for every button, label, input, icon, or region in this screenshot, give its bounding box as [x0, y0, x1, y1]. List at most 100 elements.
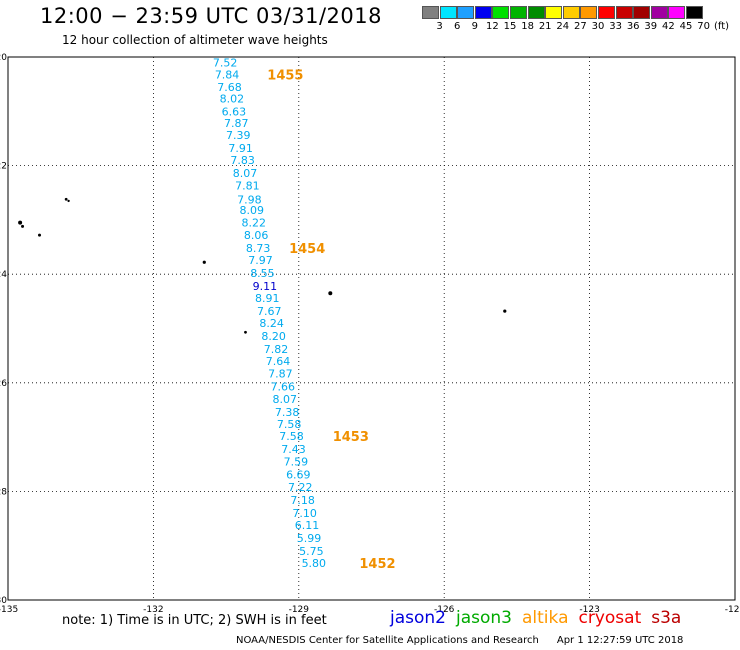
wave-height-label: 8.07	[233, 167, 258, 180]
island-marker	[202, 260, 206, 264]
island-marker	[503, 309, 507, 313]
wave-height-label: 5.99	[297, 532, 322, 545]
satellite-altika: altika	[522, 608, 569, 628]
scale-tick-label: 21	[538, 21, 552, 32]
scale-swatch-24	[545, 6, 563, 19]
lon-tick-label: -135	[0, 605, 18, 615]
lon-tick-label: -126	[434, 605, 455, 615]
scale-tick-label: 30	[591, 21, 605, 32]
lat-tick-label: -20	[0, 53, 7, 63]
scale-swatch-45	[668, 6, 686, 19]
time-label: 1455	[267, 68, 303, 83]
scale-swatch-12	[474, 6, 492, 19]
wave-height-label: 7.58	[279, 430, 304, 443]
wave-height-label: 9.11	[253, 280, 278, 293]
scale-tick-label: 36	[626, 21, 640, 32]
scale-tick-label: 27	[574, 21, 587, 32]
footer: NOAA/NESDIS Center for Satellite Applica…	[236, 635, 683, 646]
scale-tick-label: 45	[679, 21, 693, 32]
wave-height-label: 8.02	[220, 92, 245, 105]
satellite-cryosat: cryosat	[578, 608, 642, 628]
footer-timestamp: Apr 1 12:27:59 UTC 2018	[556, 635, 684, 646]
wave-height-label: 7.64	[266, 355, 291, 368]
wave-height-label: 7.59	[284, 456, 309, 469]
wave-height-label: 7.22	[288, 481, 313, 494]
scale-swatch-30	[580, 6, 598, 19]
wave-height-label: 7.83	[230, 154, 255, 167]
time-label: 1454	[289, 242, 325, 257]
scale-swatch-3	[422, 6, 439, 19]
wave-height-label: 7.68	[217, 81, 242, 94]
wave-height-label: 7.58	[277, 418, 302, 431]
scale-swatch-18	[510, 6, 527, 19]
wave-height-label: 8.24	[259, 317, 284, 330]
wave-height-label: 8.55	[250, 267, 275, 280]
wave-height-label: 7.87	[224, 117, 249, 130]
scale-swatch-39	[633, 6, 651, 19]
wave-height-label: 7.87	[268, 368, 293, 381]
lon-tick-label: -129	[289, 605, 310, 615]
satellite-jason3: jason3	[456, 608, 512, 628]
map-frame	[7, 56, 736, 601]
map-title: 12:00 − 23:59 UTC 03/31/2018	[40, 4, 383, 28]
wave-height-label: 5.80	[302, 557, 327, 570]
wave-height-label: 7.52	[213, 56, 238, 69]
wave-height-label: 7.98	[237, 193, 262, 206]
wave-height-label: 8.07	[272, 393, 297, 406]
wave-height-label: 7.81	[235, 180, 260, 193]
wave-height-label: 7.18	[290, 494, 315, 507]
scale-tick-label: 70	[697, 21, 710, 32]
wave-height-label: 8.73	[246, 242, 271, 255]
scale-swatch-15	[492, 6, 510, 19]
island-marker	[21, 224, 25, 228]
wave-height-label: 7.91	[228, 142, 253, 155]
lon-tick-label: -132	[143, 605, 163, 615]
scale-swatch-42	[650, 6, 668, 19]
wave-height-label: 7.38	[275, 406, 300, 419]
wave-height-label: 7.10	[292, 507, 317, 520]
scale-tick-label: 3	[436, 21, 443, 32]
footer-credit: NOAA/NESDIS Center for Satellite Applica…	[236, 635, 539, 646]
lon-tick-label: -120	[725, 605, 740, 615]
satellite-legend: jason2 jason3 altika cryosat s3a	[390, 608, 691, 628]
lat-tick-label: -24	[0, 270, 7, 280]
island-marker	[328, 291, 333, 296]
scale-swatch-9	[457, 6, 475, 19]
satellite-s3a: s3a	[651, 608, 682, 628]
wave-height-label: 8.20	[261, 330, 286, 343]
wave-height-label: 7.67	[257, 305, 282, 318]
scale-tick-label: 33	[609, 21, 622, 32]
lat-tick-label: -30	[0, 596, 7, 606]
scale-unit: (ft)	[714, 21, 730, 32]
lon-tick-label: -123	[579, 605, 599, 615]
scale-tick-label: 42	[662, 21, 675, 32]
island-marker	[244, 330, 247, 334]
note-text: note: 1) Time is in UTC; 2) SWH is in fe…	[62, 613, 327, 628]
wave-height-label: 7.82	[264, 343, 289, 356]
scale-swatch-70	[686, 6, 703, 19]
island-marker	[67, 199, 70, 203]
island-marker	[38, 233, 42, 237]
time-label: 1453	[333, 430, 369, 445]
wave-height-label: 5.75	[299, 545, 324, 558]
scale-tick-label: 24	[556, 21, 570, 32]
scale-tick-label: 9	[471, 21, 478, 32]
island-marker	[64, 197, 68, 201]
map-subtitle: 12 hour collection of altimeter wave hei…	[62, 33, 328, 47]
scale-tick-label: 18	[521, 21, 534, 32]
scale-swatch-36	[615, 6, 633, 19]
scale-tick-label: 12	[486, 21, 499, 32]
wave-height-label: 7.39	[226, 129, 251, 142]
satellite-jason2: jason2	[390, 608, 446, 628]
scale-swatch-33	[598, 6, 615, 19]
scale-tick-label: 15	[503, 21, 517, 32]
lat-tick-label: -28	[0, 487, 7, 497]
scale-tick-label: 6	[454, 21, 461, 32]
wave-height-label: 7.84	[215, 68, 240, 81]
scale-swatch-27	[562, 6, 580, 19]
scale-swatch-21	[527, 6, 545, 19]
wave-height-label: 7.97	[248, 254, 273, 267]
lat-tick-label: -22	[0, 162, 7, 172]
wave-height-label: 7.43	[281, 443, 306, 456]
